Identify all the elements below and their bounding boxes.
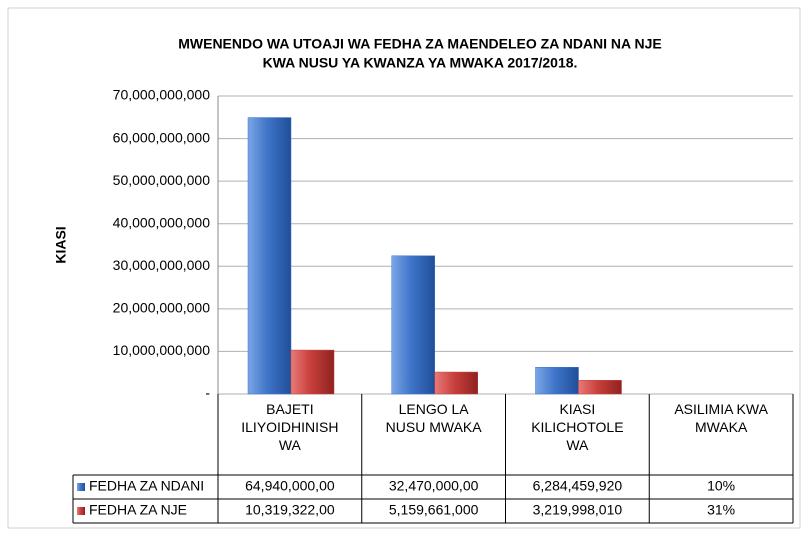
table-value: 31% [707, 502, 735, 518]
legend-label: FEDHA ZA NJE [89, 502, 187, 518]
table-value: 5,159,661,000 [389, 502, 479, 518]
category-cell: ASILIMIA KWA MWAKA [674, 401, 768, 435]
chart-subtitle: KWA NUSU YA KWANZA YA MWAKA 2017/2018. [263, 55, 578, 71]
y-tick-label: 30,000,000,000 [113, 257, 211, 273]
y-tick-label: 70,000,000,000 [113, 87, 211, 103]
category-cell: LENGO LA NUSU MWAKA [385, 401, 482, 435]
x-tick-label: LENGO LA NUSU MWAKA [385, 401, 482, 435]
legend-label: FEDHA ZA NDANI [89, 478, 204, 494]
y-tick-label: 10,000,000,000 [113, 342, 211, 358]
table-value: 10,319,322,00 [245, 502, 335, 518]
table-value: 10% [707, 478, 735, 494]
chart-title: MWENENDO WA UTOAJI WA FEDHA ZA MAENDELEO… [178, 36, 662, 52]
legend-key [77, 507, 85, 515]
bar [434, 371, 478, 395]
y-tick-label: 20,000,000,000 [113, 300, 211, 316]
table-value: 3,219,998,010 [533, 502, 623, 518]
category-cell: KIASI KILICHOTOLEWA [531, 401, 624, 453]
x-tick-label: ASILIMIA KWA MWAKA [674, 401, 768, 435]
table-value: 32,470,000,00 [389, 478, 479, 494]
x-tick-label: BAJETI ILIYOIDHINISHWA [241, 401, 339, 453]
x-tick-label: KIASI KILICHOTOLEWA [531, 401, 624, 453]
bar [578, 380, 622, 395]
y-tick-label: - [205, 385, 210, 401]
bar [290, 349, 335, 395]
y-axis-label: KIASI [53, 226, 69, 263]
y-tick-label: 60,000,000,000 [113, 129, 211, 145]
bar [535, 366, 579, 395]
table-value: 64,940,000,00 [245, 478, 335, 494]
y-tick-label: 40,000,000,000 [113, 214, 211, 230]
y-tick-label: 50,000,000,000 [113, 172, 211, 188]
legend-key [77, 483, 85, 491]
category-cell: BAJETI ILIYOIDHINISHWA [241, 401, 339, 453]
bar [247, 117, 292, 395]
table-value: 6,284,459,920 [533, 478, 623, 494]
bar [391, 255, 435, 395]
